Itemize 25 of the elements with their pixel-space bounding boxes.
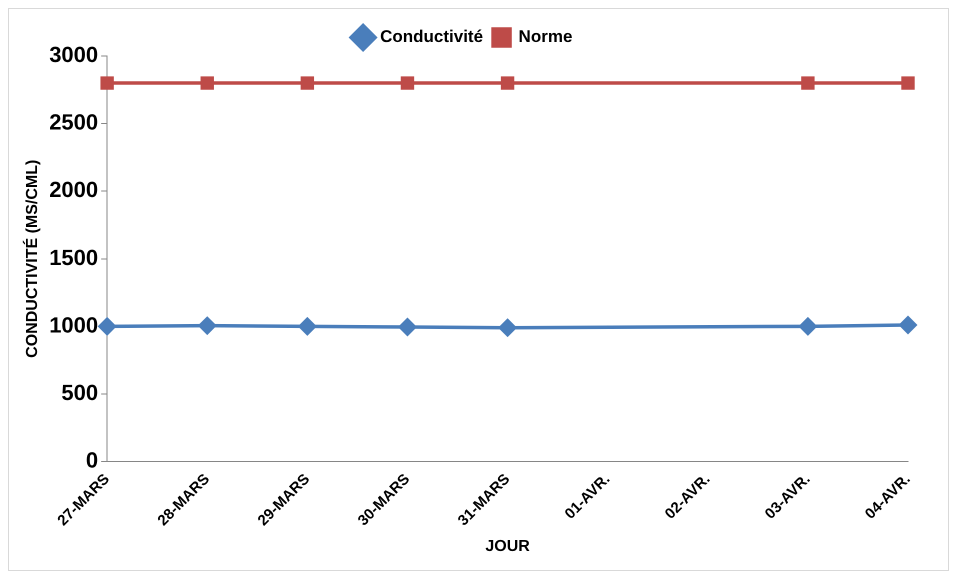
point (100, 76, 114, 90)
point (400, 76, 414, 90)
point (200, 76, 214, 90)
point (398, 318, 416, 336)
y-tick-label: 1000 (49, 312, 98, 338)
legend-label: Norme (518, 27, 572, 46)
point (899, 316, 917, 334)
point (300, 76, 314, 90)
x-axis-title: JOUR (485, 538, 530, 555)
point (901, 76, 915, 90)
legend-label: Conductivité (380, 27, 484, 46)
point (98, 318, 116, 336)
y-tick-label: 500 (61, 380, 98, 405)
point (298, 318, 316, 336)
y-tick-label: 1500 (49, 244, 98, 270)
y-tick-label: 2000 (49, 177, 98, 202)
y-tick-label: 0 (86, 448, 98, 473)
point (198, 316, 216, 334)
y-axis-title: CONDUCTIVITÉ (MS/CML) (22, 160, 42, 358)
y-tick-label: 3000 (49, 42, 98, 68)
point (500, 76, 514, 90)
point (799, 318, 817, 336)
point (498, 318, 516, 336)
point (801, 76, 815, 90)
y-tick-label: 2500 (49, 110, 98, 135)
